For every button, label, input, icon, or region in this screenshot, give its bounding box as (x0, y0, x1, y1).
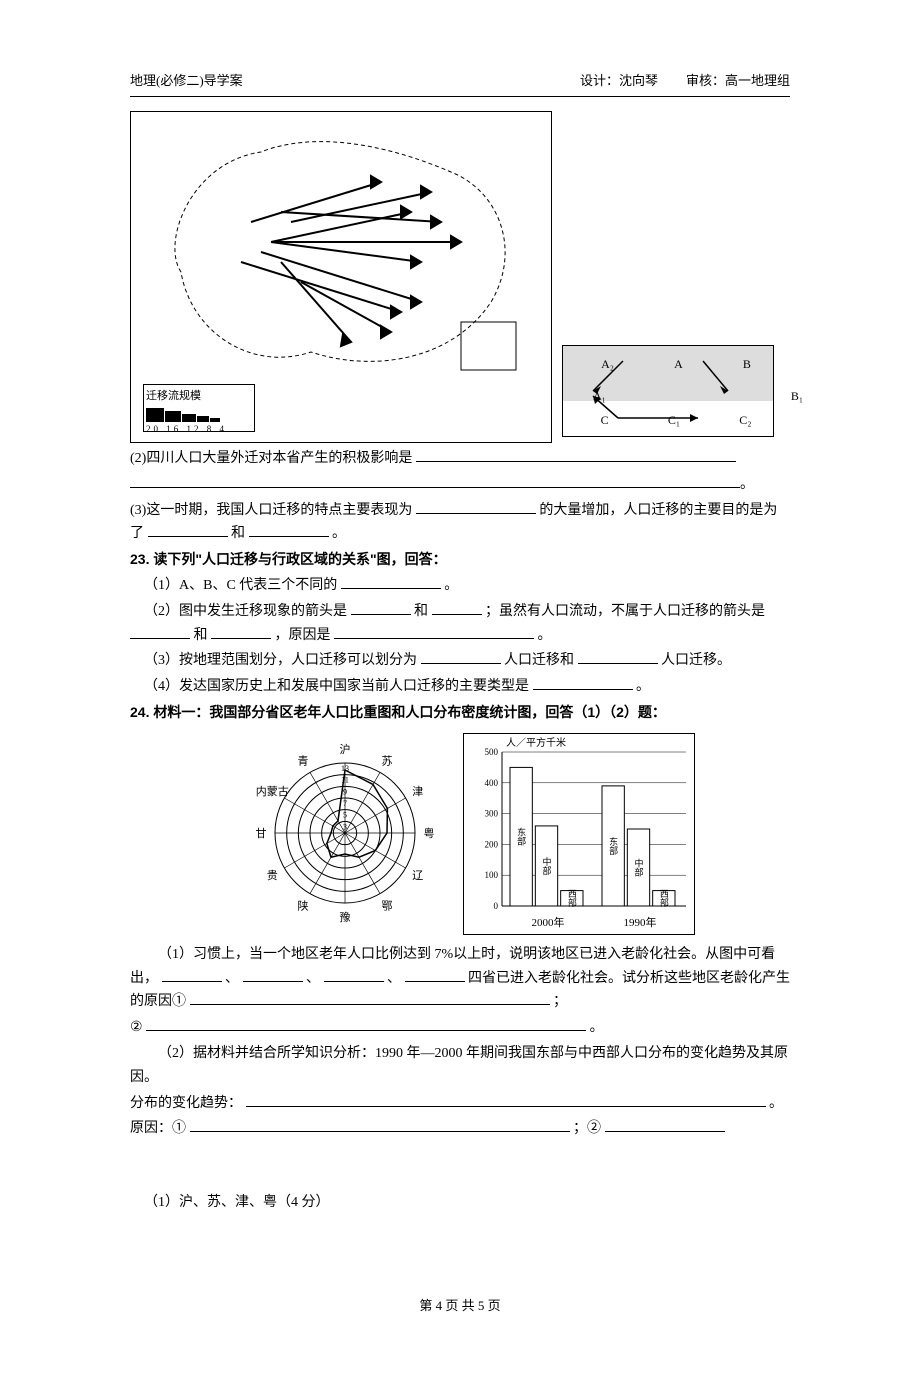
blank (605, 1131, 725, 1132)
blank (148, 536, 228, 537)
svg-text:中部: 中部 (634, 857, 644, 877)
header-reviewer: 审核：高一地理组 (686, 70, 790, 92)
abc-top-row: A₂ A B (563, 354, 789, 374)
svg-text:津: 津 (412, 785, 423, 798)
blank (324, 981, 384, 982)
blank (432, 614, 482, 615)
map-legend-title: 迁移流规模 (146, 387, 252, 406)
question-24: 24. 材料一：我国部分省区老年人口比重图和人口分布密度统计图，回答（1）（2）… (130, 701, 790, 1141)
q22-3d: 。 (332, 526, 346, 541)
blank (416, 461, 736, 462)
svg-text:2000年: 2000年 (532, 915, 565, 929)
svg-text:苏: 苏 (382, 754, 393, 767)
blank (146, 1030, 586, 1031)
blank (246, 1106, 766, 1107)
q24-title: 24. 材料一：我国部分省区老年人口比重图和人口分布密度统计图，回答（1）（2）… (130, 701, 790, 725)
blank (416, 513, 536, 514)
header-designer: 设计：沈向琴 (580, 70, 658, 92)
svg-text:100: 100 (485, 870, 499, 880)
blank (405, 981, 465, 982)
svg-text:中部: 中部 (542, 856, 552, 876)
answer-24-1: （1）沪、苏、津、粤（4 分） (130, 1191, 790, 1215)
blank (211, 638, 271, 639)
svg-text:西部: 西部 (659, 889, 669, 908)
svg-text:200: 200 (485, 839, 499, 849)
blank (351, 614, 411, 615)
blank (130, 487, 740, 488)
blank (249, 536, 329, 537)
svg-text:东部: 东部 (608, 836, 618, 856)
blank (190, 1131, 570, 1132)
svg-text:陕: 陕 (298, 899, 309, 913)
svg-text:内蒙古: 内蒙古 (256, 784, 289, 798)
svg-text:0: 0 (494, 901, 499, 911)
abc-mid-row: A₁ B₁ (563, 386, 833, 406)
q23-title: 23. 读下列"人口迁移与行政区域的关系"图，回答： (130, 548, 790, 572)
page-header: 地理(必修二)导学案 设计：沈向琴 审核：高一地理组 (130, 70, 790, 92)
q22-3a: (3)这一时期，我国人口迁移的特点主要表现为 (130, 503, 412, 518)
question-22: (2)四川人口大量外迁对本省产生的积极影响是 。 (3)这一时期，我国人口迁移的… (130, 447, 790, 546)
svg-text:甘: 甘 (256, 827, 267, 840)
blank (341, 588, 441, 589)
svg-text:1990年: 1990年 (624, 915, 657, 929)
svg-text:东部: 东部 (516, 826, 526, 846)
q22-2-text: (2)四川人口大量外迁对本省产生的积极影响是 (130, 451, 412, 466)
svg-text:青: 青 (298, 754, 309, 767)
svg-text:400: 400 (485, 778, 499, 788)
svg-text:500: 500 (485, 747, 499, 757)
blank (243, 981, 303, 982)
blank (190, 1004, 550, 1005)
bar-chart: 人／平方千米0100200300400500东部中部西部2000年东部中部西部1… (463, 733, 695, 935)
blank (578, 663, 658, 664)
radar-chart: 35791113沪苏津粤辽鄂豫陕贵甘内蒙古青 (235, 733, 455, 933)
page-footer: 第 4 页 共 5 页 (130, 1295, 790, 1317)
abc-arrow-diagram: A₂ A B A₁ B₁ C C₁ C₂ (562, 345, 774, 437)
map-legend: 迁移流规模 20 16 12 8 4 (143, 384, 255, 432)
svg-text:粤: 粤 (424, 826, 435, 840)
question-23: 23. 读下列"人口迁移与行政区域的关系"图，回答： （1）A、B、C 代表三个… (130, 548, 790, 699)
blank (421, 663, 501, 664)
abc-bottom-row: C C₁ C₂ (563, 410, 789, 430)
blank (334, 638, 534, 639)
svg-text:贵: 贵 (267, 869, 278, 882)
svg-text:300: 300 (485, 808, 499, 818)
svg-text:辽: 辽 (412, 869, 423, 882)
header-left: 地理(必修二)导学案 (130, 70, 243, 92)
svg-text:西部: 西部 (567, 889, 577, 908)
blank (533, 689, 633, 690)
q22-3c: 和 (231, 526, 245, 541)
blank (130, 638, 190, 639)
svg-text:豫: 豫 (340, 911, 351, 924)
svg-text:鄂: 鄂 (382, 900, 393, 913)
header-divider (130, 96, 790, 97)
blank (162, 981, 222, 982)
q24-charts: 35791113沪苏津粤辽鄂豫陕贵甘内蒙古青 人／平方千米01002003004… (140, 733, 790, 935)
map-svg (151, 122, 531, 382)
figure-row: 迁移流规模 20 16 12 8 4 A₂ A B (130, 111, 790, 443)
svg-text:沪: 沪 (340, 742, 351, 756)
svg-text:人／平方千米: 人／平方千米 (506, 736, 566, 749)
china-migration-map: 迁移流规模 20 16 12 8 4 (130, 111, 552, 443)
